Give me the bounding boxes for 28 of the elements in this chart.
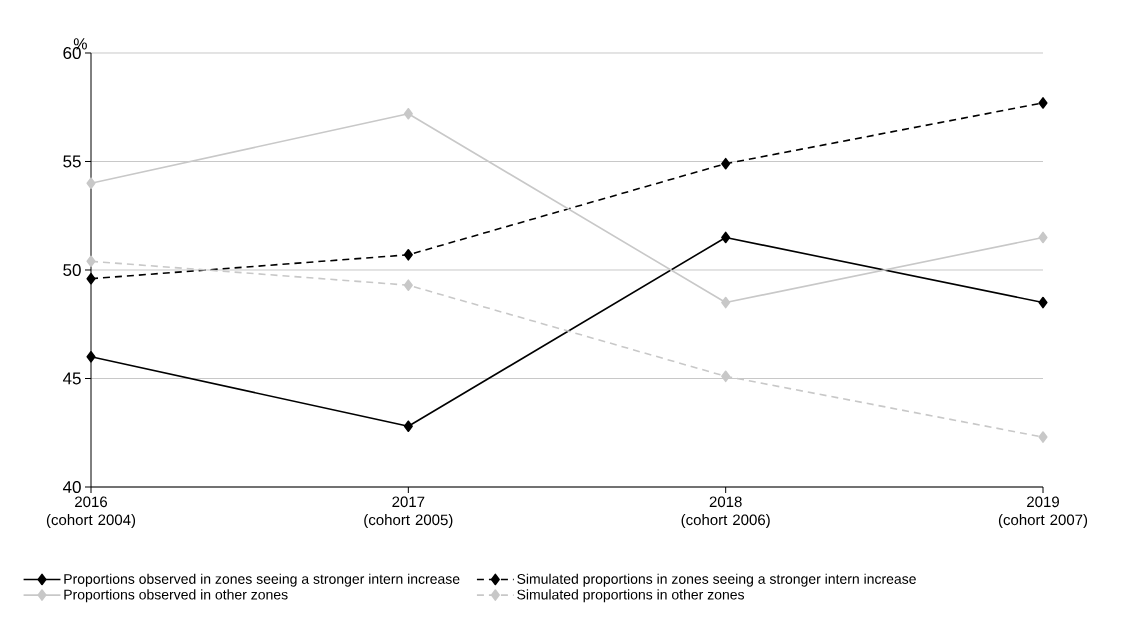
point <box>721 370 731 383</box>
y-tick-label: 45 <box>62 372 81 385</box>
point <box>721 231 731 244</box>
point <box>721 157 731 170</box>
y-tick-label: 55 <box>63 155 81 168</box>
point <box>403 279 413 291</box>
point <box>1038 231 1048 244</box>
point <box>1038 431 1048 443</box>
point <box>86 351 96 363</box>
point <box>86 255 96 268</box>
point <box>721 296 731 309</box>
point <box>1038 296 1048 309</box>
legend-label: Simulated proportions in zones seeing a stronger intern increase <box>517 573 916 587</box>
x-tick-label: 2018 (cohort 2006) <box>681 496 770 529</box>
x-tick-label: 2017 (cohort 2005) <box>364 496 453 529</box>
y-tick-label: 40 <box>62 480 81 494</box>
point <box>1038 97 1048 109</box>
y-tick-label: 50 <box>63 263 81 277</box>
point <box>403 249 413 261</box>
x-tick-label: 2019 (cohort 2007) <box>998 496 1088 529</box>
point <box>403 107 413 120</box>
point <box>86 272 96 285</box>
legend-label: Simulated proportions in other zones <box>517 589 745 603</box>
point <box>403 420 413 433</box>
point <box>86 177 96 189</box>
legend-label: Proportions observed in other zones <box>64 589 288 603</box>
legend-label: Proportions observed in zones seeing a stronger intern increase <box>64 573 460 587</box>
x-tick-label: 2016 (cohort 2004) <box>46 496 136 529</box>
